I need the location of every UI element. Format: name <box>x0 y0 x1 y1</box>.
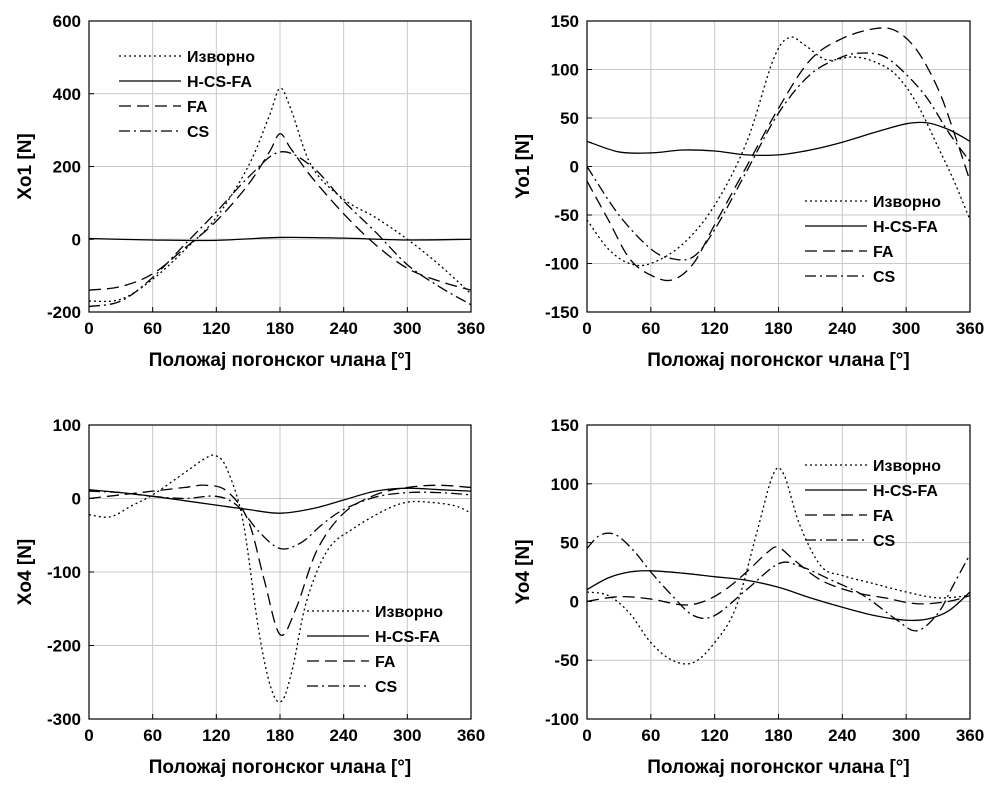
legend-entry-label: FA <box>873 508 894 525</box>
x-axis-label: Положај погонског члана [°] <box>149 757 411 778</box>
x-tick-label: 180 <box>764 319 792 338</box>
series-line-1 <box>89 454 471 703</box>
series-line-3 <box>587 546 970 606</box>
y-tick-label: 0 <box>570 158 579 177</box>
series-line-4 <box>587 532 970 632</box>
y-tick-label: -200 <box>47 637 81 656</box>
series-line-4 <box>89 151 471 308</box>
x-axis-label: Положај погонског члана [°] <box>647 350 909 371</box>
y-tick-label: 50 <box>560 109 579 128</box>
chart-panel-3: 0 60 120 180 240 300 360 -300 -200 -100 0 100 Положа… <box>15 416 485 778</box>
series-line-3 <box>89 484 471 637</box>
y-tick-label: 0 <box>570 592 579 611</box>
x-tick-label: 300 <box>393 726 421 745</box>
y-tick-label: 100 <box>53 416 81 435</box>
y-axis-label: Yo1 [N] <box>513 134 534 199</box>
x-tick-label: 60 <box>143 726 162 745</box>
x-tick-label: 360 <box>956 319 984 338</box>
x-tick-label: 180 <box>764 726 792 745</box>
y-tick-label: 150 <box>551 416 579 435</box>
y-tick-label: 0 <box>72 230 81 249</box>
y-tick-label: 100 <box>551 61 579 80</box>
y-tick-label: 400 <box>53 85 81 104</box>
series-line-2 <box>89 236 471 242</box>
y-tick-label: 150 <box>551 12 579 31</box>
x-tick-label: 120 <box>700 319 728 338</box>
x-tick-label: 360 <box>457 726 485 745</box>
legend-entry-label: CS <box>375 679 398 696</box>
legend: Изворно H-CS-FA FA CS <box>307 604 443 696</box>
y-tick-label: -150 <box>545 303 579 322</box>
legend-entry-label: Изворно <box>187 49 255 66</box>
y-axis-label: Yo4 [N] <box>513 539 534 604</box>
y-tick-label: -50 <box>554 206 579 225</box>
x-tick-label: 240 <box>828 319 856 338</box>
x-tick-label: 0 <box>84 726 93 745</box>
chart-panel-4: 0 60 120 180 240 300 360 -100 -50 0 50 100 150 Положа… <box>513 416 984 778</box>
legend-entry-label: CS <box>873 269 896 286</box>
y-tick-label: -100 <box>47 563 81 582</box>
y-axis-label: Xo4 [N] <box>15 539 36 606</box>
legend-entry-label: Изворно <box>873 194 941 211</box>
x-tick-label: 300 <box>892 726 920 745</box>
x-tick-label: 240 <box>329 726 357 745</box>
x-tick-label: 360 <box>457 319 485 338</box>
x-tick-label: 180 <box>266 726 294 745</box>
x-axis-label: Положај погонског члана [°] <box>149 350 411 371</box>
legend-entry-label: H-CS-FA <box>375 629 440 646</box>
series-line-1 <box>587 467 970 665</box>
x-tick-label: 0 <box>582 319 591 338</box>
legend-entry-label: FA <box>187 99 208 116</box>
x-axis-label: Положај погонског члана [°] <box>647 757 909 778</box>
series-line-4 <box>587 52 970 261</box>
x-tick-label: 120 <box>202 319 230 338</box>
x-tick-label: 0 <box>582 726 591 745</box>
series-line-2 <box>587 570 970 622</box>
x-tick-label: 360 <box>956 726 984 745</box>
legend-entry-label: Изворно <box>873 458 941 475</box>
x-tick-label: 120 <box>700 726 728 745</box>
y-tick-label: 50 <box>560 534 579 553</box>
chart-panel-2: 0 60 120 180 240 300 360 -150 -100 -50 0 50 100 150 По… <box>513 12 984 371</box>
x-tick-label: 120 <box>202 726 230 745</box>
series-line-3 <box>89 133 471 291</box>
legend-entry-label: FA <box>375 654 396 671</box>
y-tick-label: -100 <box>545 255 579 274</box>
legend: Изворно H-CS-FA FA CS <box>805 194 941 286</box>
x-tick-label: 180 <box>266 319 294 338</box>
y-tick-label: 200 <box>53 158 81 177</box>
y-tick-label: -50 <box>554 651 579 670</box>
legend-entry-label: Изворно <box>375 604 443 621</box>
legend-entry-label: H-CS-FA <box>873 219 938 236</box>
y-tick-label: 0 <box>72 490 81 509</box>
legend-entry-label: FA <box>873 244 894 261</box>
y-tick-label: -200 <box>47 303 81 322</box>
y-tick-label: -300 <box>47 710 81 729</box>
series-line-3 <box>587 27 970 282</box>
legend-entry-label: CS <box>873 533 896 550</box>
legend: Изворно H-CS-FA FA CS <box>119 49 255 141</box>
legend-entry-label: H-CS-FA <box>187 74 252 91</box>
x-tick-label: 60 <box>641 319 660 338</box>
legend-entry-label: H-CS-FA <box>873 483 938 500</box>
legend-entry-label: CS <box>187 124 210 141</box>
x-tick-label: 0 <box>84 319 93 338</box>
x-tick-label: 300 <box>892 319 920 338</box>
y-tick-label: 100 <box>551 475 579 494</box>
legend: Изворно H-CS-FA FA CS <box>805 458 941 550</box>
y-tick-label: 600 <box>53 12 81 31</box>
x-tick-label: 300 <box>393 319 421 338</box>
x-tick-label: 240 <box>828 726 856 745</box>
x-tick-label: 240 <box>329 319 357 338</box>
chart-panel-1: 0 60 120 180 240 300 360-2000200400600Положај … <box>15 12 485 371</box>
x-tick-label: 60 <box>641 726 660 745</box>
series-line-2 <box>587 121 970 157</box>
x-tick-label: 60 <box>143 319 162 338</box>
series-line-4 <box>89 490 471 550</box>
y-axis-label: Xo1 [N] <box>15 133 36 200</box>
y-tick-label: -100 <box>545 710 579 729</box>
